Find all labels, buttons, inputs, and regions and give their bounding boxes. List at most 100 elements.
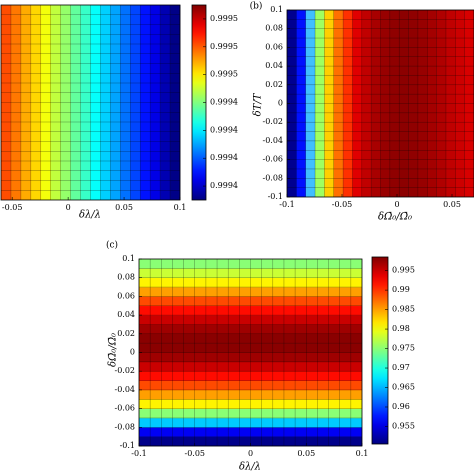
y-tick-label: 0.04 bbox=[265, 61, 283, 70]
heatmap-column bbox=[427, 10, 437, 197]
panel-label: (c) bbox=[106, 240, 118, 251]
colorbar-tick-label: 0.965 bbox=[392, 383, 415, 392]
y-tick-label: -0.1 bbox=[268, 192, 283, 201]
heatmap-row bbox=[139, 268, 362, 278]
y-tick-label: 0.1 bbox=[270, 5, 283, 14]
y-tick-label: 0.06 bbox=[265, 42, 283, 51]
x-tick-label: 0.1 bbox=[174, 203, 187, 212]
y-tick-label: -0.04 bbox=[262, 136, 283, 145]
x-tick-label: -0.05 bbox=[332, 200, 353, 209]
heatmap-column bbox=[1, 5, 12, 200]
heatmap-column bbox=[399, 10, 409, 197]
heatmap-column bbox=[170, 5, 181, 200]
heatmap-column bbox=[150, 5, 161, 200]
heatmap-column bbox=[90, 5, 101, 200]
x-tick-label: -0.05 bbox=[184, 449, 205, 458]
heatmap-row bbox=[139, 371, 362, 381]
y-tick-label: 0.06 bbox=[117, 291, 135, 300]
y-tick-label: -0.02 bbox=[262, 117, 283, 126]
x-tick-label: 0.05 bbox=[297, 449, 315, 458]
colorbar-tick-label: 0.9995 bbox=[210, 70, 238, 79]
heatmap-column bbox=[408, 10, 419, 197]
heatmap-column bbox=[120, 5, 131, 200]
colorbar-tick-label: 0.9994 bbox=[210, 153, 238, 162]
x-tick-label: 0.05 bbox=[443, 200, 461, 209]
colorbar-tick-label: 0.955 bbox=[392, 421, 415, 430]
heatmap-column bbox=[455, 10, 465, 197]
colorbar-tick-label: 0.9995 bbox=[210, 42, 238, 51]
heatmap-column bbox=[389, 10, 400, 197]
y-tick-label: -0.08 bbox=[262, 173, 283, 182]
heatmap-column bbox=[130, 5, 141, 200]
heatmap-row bbox=[139, 399, 362, 409]
x-tick-label: 0 bbox=[248, 449, 253, 458]
heatmap-row bbox=[139, 389, 362, 400]
heatmap-row bbox=[139, 333, 362, 344]
heatmap-row bbox=[139, 417, 362, 428]
colorbar-tick-label: 0.9994 bbox=[210, 181, 238, 190]
heatmap-column bbox=[100, 5, 111, 200]
colorbar-tick-label: 0.975 bbox=[392, 344, 415, 353]
x-tick-label: -0.05 bbox=[2, 203, 23, 212]
y-tick-label: 0.08 bbox=[265, 24, 283, 33]
y-tick-label: 0 bbox=[130, 348, 135, 357]
heatmap-column bbox=[305, 10, 316, 197]
y-tick-label: -0.04 bbox=[114, 385, 135, 394]
heatmap-row bbox=[139, 361, 362, 372]
x-tick-label: -0.1 bbox=[131, 449, 146, 458]
y-tick-label: 0.1 bbox=[122, 254, 135, 263]
heatmap-column bbox=[417, 10, 428, 197]
x-tick-label: 0 bbox=[394, 200, 399, 209]
heatmap-row bbox=[139, 380, 362, 391]
heatmap-row bbox=[139, 427, 362, 437]
heatmap-row bbox=[139, 343, 362, 353]
heatmap-column bbox=[50, 5, 61, 200]
y-tick-label: -0.06 bbox=[262, 155, 283, 164]
y-tick-label: -0.06 bbox=[114, 404, 135, 413]
x-tick-label: 0.1 bbox=[356, 449, 369, 458]
heatmap-row bbox=[139, 324, 362, 335]
heatmap-column bbox=[343, 10, 353, 197]
heatmap-column bbox=[40, 5, 52, 200]
heatmap-column bbox=[361, 10, 372, 197]
heatmap-column bbox=[324, 10, 335, 197]
heatmap-column bbox=[380, 10, 391, 197]
heatmap-row bbox=[139, 287, 362, 297]
x-axis-label: δΩ̄₀/Ω̄₀ bbox=[378, 212, 412, 223]
y-axis-label: δT/T bbox=[253, 92, 264, 116]
x-axis-label: δλ/λ bbox=[239, 462, 261, 473]
colorbar-tick-label: 0.96 bbox=[392, 402, 410, 411]
heatmap-row bbox=[139, 296, 362, 307]
heatmap-column bbox=[110, 5, 121, 200]
heatmap-column bbox=[371, 10, 381, 197]
colorbar bbox=[371, 256, 389, 445]
heatmap-column bbox=[315, 10, 325, 197]
colorbar-tick-label: 0.98 bbox=[392, 324, 410, 333]
heatmap-column bbox=[464, 10, 474, 197]
heatmap-column bbox=[20, 5, 32, 200]
y-tick-label: 0.02 bbox=[117, 329, 135, 338]
x-tick-label: -0.1 bbox=[279, 200, 294, 209]
x-axis-label: δλ/λ bbox=[79, 210, 101, 221]
y-tick-label: -0.08 bbox=[114, 422, 135, 431]
y-axis-label: δΩ̄₀/Ω̄₀ bbox=[108, 333, 119, 367]
y-tick-label: 0.02 bbox=[265, 80, 283, 89]
y-tick-label: 0 bbox=[278, 99, 283, 108]
colorbar-tick-label: 0.9994 bbox=[210, 125, 238, 134]
colorbar-tick-label: 0.97 bbox=[392, 363, 410, 372]
heatmap-row bbox=[139, 408, 362, 419]
x-tick-label: 0 bbox=[66, 203, 71, 212]
plot-frame bbox=[0, 4, 181, 201]
heatmap-column bbox=[352, 10, 363, 197]
y-tick-label: 0.08 bbox=[117, 273, 135, 282]
heatmap-column bbox=[60, 5, 71, 200]
colorbar-tick-label: 0.995 bbox=[392, 266, 415, 275]
heatmap-row bbox=[139, 315, 362, 325]
heatmap-row bbox=[139, 436, 362, 447]
heatmap-row bbox=[139, 277, 362, 288]
x-tick-label: 0.05 bbox=[115, 203, 133, 212]
colorbar-tick-label: 0.985 bbox=[392, 305, 415, 314]
heatmap-row bbox=[139, 352, 362, 363]
y-tick-label: -0.02 bbox=[114, 366, 135, 375]
heatmap-column bbox=[140, 5, 151, 200]
